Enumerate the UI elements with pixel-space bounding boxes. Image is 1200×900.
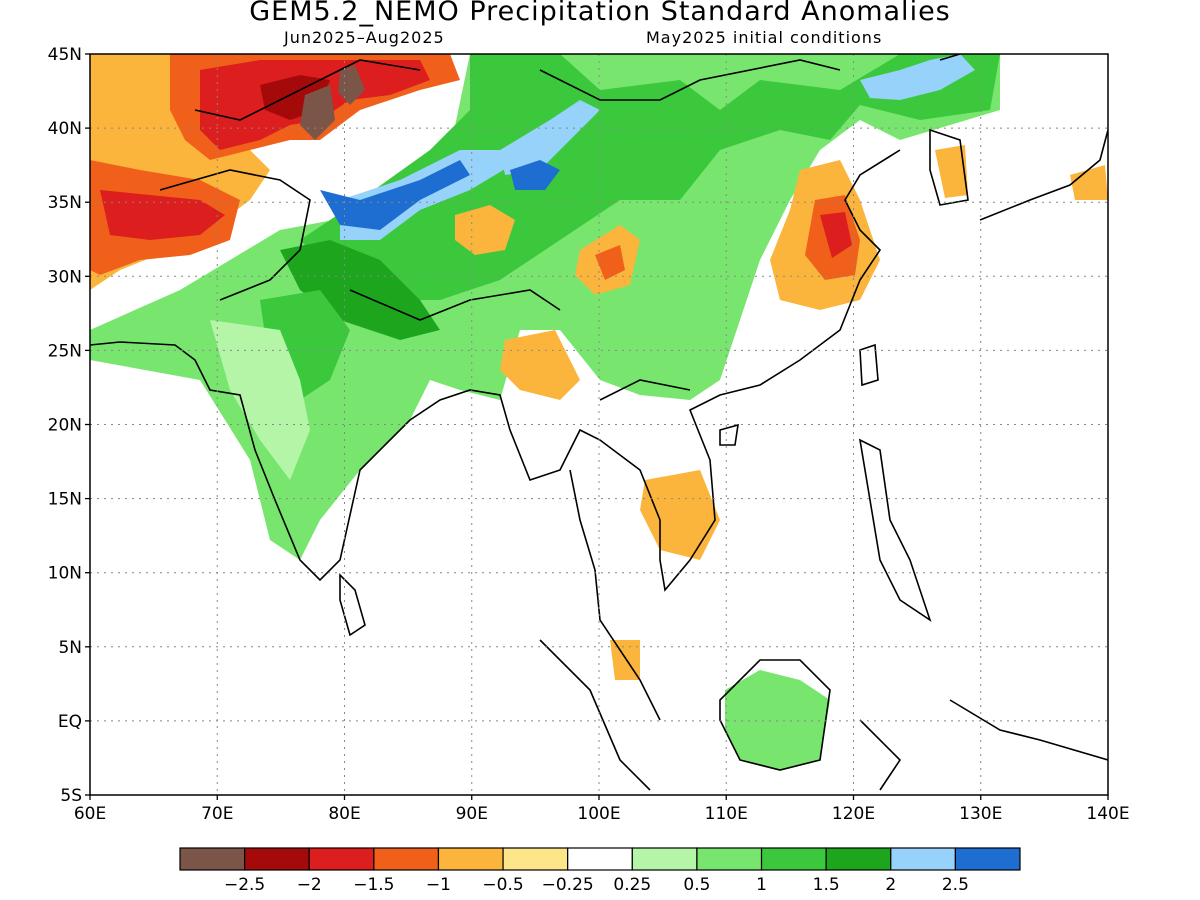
lat-tick-label: 30N [48,267,82,287]
colorbar-label: −2.5 [224,875,265,895]
lon-tick-label: 80E [328,804,360,824]
colorbar-swatch [179,847,246,871]
colorbar-swatch [760,847,827,871]
lat-tick-label: 45N [48,45,82,65]
lat-tick-label: 40N [48,119,82,139]
lon-tick-label: 70E [201,804,233,824]
lat-tick-label: 5N [58,638,82,658]
lon-tick-label: 130E [959,804,1002,824]
colorbar-swatch [373,847,440,871]
colorbar-label: 1.5 [813,875,840,895]
colorbar-label: 0.25 [613,875,651,895]
lat-tick-label: 15N [48,490,82,510]
initial-conditions-label: May2025 initial conditions [646,28,883,47]
lat-tick-label: 25N [48,341,82,361]
lat-tick-label: 20N [48,416,82,436]
lat-tick-label: 35N [48,193,82,213]
colorbar-label: 2.5 [942,875,969,895]
colorbar-label: −0.5 [482,875,523,895]
lat-tick-label: 10N [48,564,82,584]
lon-tick-label: 140E [1086,804,1129,824]
colorbar-swatch [954,847,1021,871]
latitude-axis: 45N 40N 35N 30N 25N 20N 15N 10N 5N EQ 5S [48,45,90,806]
anomaly-shading [90,54,1108,795]
colorbar-swatch [567,847,633,871]
coastlines [90,54,1108,791]
colorbar-label: −1.5 [353,875,394,895]
lon-tick-label: 90E [456,804,488,824]
colorbar-label: −0.25 [542,875,594,895]
colorbar-swatch [825,847,892,871]
colorbar-label: −1 [426,875,451,895]
colorbar-swatch [502,847,569,871]
lon-tick-label: 100E [577,804,620,824]
colorbar-swatch [890,847,956,871]
colorbar-swatch [696,847,763,871]
lat-tick-label: 5S [60,786,82,806]
forecast-period: Jun2025–Aug2025 [284,28,445,47]
colorbar-label: −2 [297,875,322,895]
colorbar-swatch [308,847,375,871]
colorbar-label: 0.5 [683,875,710,895]
lon-tick-label: 60E [74,804,106,824]
colorbar-label: 2 [885,875,896,895]
colorbar-swatch [437,847,504,871]
colorbar-label: 1 [756,875,767,895]
colorbar-swatch [631,847,698,871]
map-title: GEM5.2_NEMO Precipitation Standard Anoma… [249,0,951,27]
colorbar-swatch [244,847,310,871]
map-gridlines [90,54,1108,795]
colorbar: −2.5 −2 −1.5 −1 −0.5 −0.25 0.25 0.5 1 1.5 2 2.5 [179,847,1021,895]
lon-tick-label: 110E [705,804,748,824]
lat-tick-label: EQ [58,712,82,732]
longitude-axis: 60E 70E 80E 90E 100E 110E 120E 130E 140E [74,795,1130,824]
lon-tick-label: 120E [832,804,875,824]
